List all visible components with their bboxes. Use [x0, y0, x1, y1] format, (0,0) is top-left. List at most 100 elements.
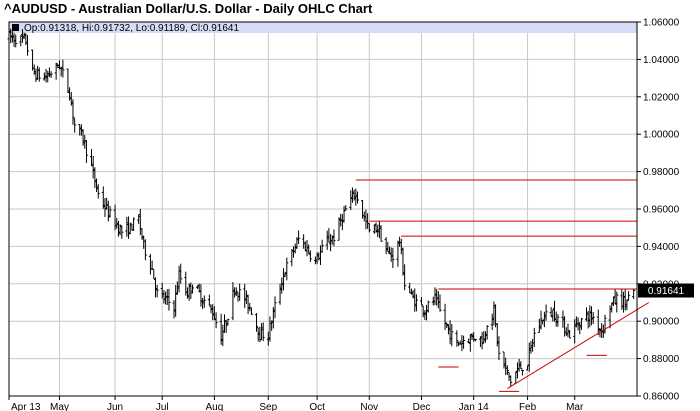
ohlc-readout-band [9, 22, 637, 33]
ohlc-bar [155, 284, 159, 298]
high-value: 0.91732 [94, 23, 131, 34]
close-value: 0.91641 [203, 23, 240, 34]
ohlc-bar [226, 318, 230, 326]
ohlc-bar [26, 34, 30, 56]
ohlc-bar [202, 295, 206, 308]
ohlc-bar [84, 139, 88, 163]
ohlc-bar [485, 325, 489, 340]
ohlc-bar [143, 239, 147, 261]
ohlc-bar [480, 332, 484, 350]
ohlc-bar [234, 287, 238, 297]
x-tick-label: Dec [413, 402, 431, 411]
y-tick-label: 1.02000 [643, 92, 680, 103]
x-tick-label: Apr 13 [11, 402, 41, 411]
ohlc-bar [254, 313, 258, 332]
ohlc-bar [462, 335, 466, 349]
ohlc-bar [438, 294, 442, 312]
ohlc-bar [403, 264, 407, 291]
last-price-label: 0.91641 [648, 286, 685, 297]
y-tick-label: 0.98000 [643, 167, 680, 178]
ohlc-bar [544, 304, 548, 321]
ohlc-bar [71, 99, 75, 125]
ohlc-bar [367, 223, 371, 233]
ohlc-bar [521, 369, 525, 376]
x-tick-label: Aug [206, 402, 224, 411]
ohlc-bar [603, 314, 607, 334]
ohlc-bar [455, 330, 459, 347]
y-tick-label: 0.86000 [643, 392, 680, 403]
x-tick-label: Jul [156, 402, 169, 411]
ohlc-bar [238, 283, 242, 301]
y-tick-label: 0.96000 [643, 205, 680, 216]
open-value: 0.91318 [40, 23, 77, 34]
ohlc-bar [505, 365, 509, 376]
ohlc-bar [450, 324, 454, 347]
ohlc-bar [249, 307, 253, 315]
ohlc-bar [632, 288, 636, 299]
ohlc-bar [627, 291, 631, 301]
ohlc-bar [297, 230, 301, 244]
low-label: Lo: [136, 23, 150, 34]
ohlc-bar [379, 225, 383, 242]
ohlc-bar [473, 339, 477, 342]
ohlc-bar [96, 184, 100, 199]
y-tick-label: 1.04000 [643, 55, 680, 66]
ohlc-bar [568, 330, 572, 339]
ohlc-bar [320, 239, 324, 253]
ohlc-bar [579, 317, 583, 330]
ohlc-bar [414, 294, 418, 312]
ohlc-bar [120, 225, 124, 239]
ohlc-bar [108, 206, 112, 218]
ohlc-bar [509, 375, 513, 387]
y-tick-label: 0.88000 [643, 354, 680, 365]
y-tick-label: 0.90000 [643, 317, 680, 328]
annotation-line [507, 302, 650, 389]
ohlc-bar [167, 288, 171, 311]
ohlc-bar [426, 300, 430, 313]
y-tick-label: 1.00000 [643, 130, 680, 141]
x-tick-label: Feb [519, 402, 537, 411]
last-price-marker: 0.91641 [638, 283, 694, 298]
x-tick-label: Oct [309, 402, 325, 411]
ohlc-bar [49, 71, 53, 78]
ohlc-bar [73, 118, 77, 133]
ohlc-bar [37, 67, 41, 82]
ohlc-bar [61, 59, 65, 78]
high-label: Hi: [82, 23, 94, 34]
ohlc-bar [391, 247, 395, 268]
open-label: Op: [24, 23, 40, 34]
x-tick-label: Jan 14 [459, 402, 489, 411]
ohlc-bar [556, 314, 560, 327]
ohlc-bar [54, 62, 58, 80]
ohlc-bar [419, 296, 423, 306]
ohlc-bar [532, 327, 536, 348]
ohlc-bar [14, 34, 18, 48]
ohlc-bar [179, 263, 183, 284]
ohlc-bar [497, 336, 501, 361]
annotation-lines [355, 179, 650, 392]
ohlc-bar [344, 205, 348, 211]
ohlc-bar [519, 361, 523, 370]
x-tick-label: May [50, 402, 69, 411]
last-price-box [638, 283, 694, 298]
low-value: 0.91189 [150, 23, 186, 34]
ohlc-bar [261, 322, 265, 342]
y-tick-label: 0.94000 [643, 242, 680, 253]
ohlc-bar [285, 257, 289, 281]
ohlc-bar [332, 229, 336, 247]
ohlc-readout: Op:0.91318, Hi:0.91732, Lo:0.91189, Cl:0… [24, 23, 239, 34]
ohlc-bars [7, 28, 636, 387]
ohlc-bar [132, 217, 136, 231]
ohlc-bar [128, 222, 132, 235]
ohlc-bar [273, 296, 277, 319]
ohlc-bar [591, 311, 595, 324]
x-tick-label: Mar [566, 402, 584, 411]
close-label: Cl: [191, 23, 203, 34]
ohlc-bar [191, 284, 195, 294]
y-axis: 1.06000 1.04000 1.02000 1.00000 0.98000 0.960… [637, 18, 680, 403]
x-tick-label: Nov [360, 402, 378, 411]
x-tick-label: Sep [259, 402, 277, 411]
ohlc-bar [356, 191, 360, 204]
